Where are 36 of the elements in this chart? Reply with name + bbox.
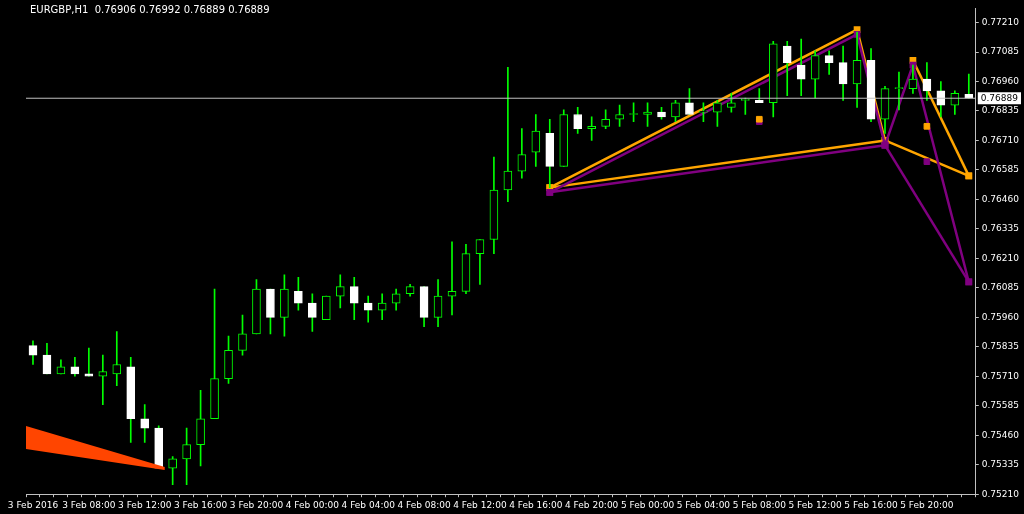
y-tick-label: 0.75460 [981, 429, 1020, 440]
y-tick-label: 0.75210 [981, 488, 1020, 499]
x-tick-label: 3 Feb 2016 [7, 499, 59, 510]
x-tick-label: 4 Feb 20:00 [565, 499, 619, 510]
y-tick-label: 0.76085 [981, 282, 1019, 293]
y-tick-label: 0.77085 [981, 46, 1019, 57]
x-tick-label: 4 Feb 00:00 [285, 499, 340, 510]
x-tick-label: 5 Feb 20:00 [900, 499, 954, 510]
y-tick-label: 0.76710 [981, 134, 1020, 145]
y-tick-label: 0.75960 [981, 311, 1020, 322]
y-tick-label: 0.76460 [981, 193, 1020, 204]
x-tick-label: 3 Feb 16:00 [173, 499, 228, 510]
y-tick-label: 0.75585 [981, 400, 1019, 411]
x-tick-label: 4 Feb 08:00 [397, 499, 451, 510]
y-tick-label: 0.76210 [981, 252, 1020, 263]
x-tick-label: 3 Feb 08:00 [62, 499, 116, 510]
x-tick-label: 5 Feb 16:00 [844, 499, 898, 510]
chart-title: EURGBP,H1 0.76906 0.76992 0.76889 0.76889 [30, 4, 270, 15]
x-tick-label: 3 Feb 20:00 [229, 499, 284, 510]
x-tick-label: 3 Feb 12:00 [118, 499, 172, 510]
x-tick-label: 5 Feb 08:00 [732, 499, 787, 510]
y-tick-label: 0.77210 [981, 16, 1020, 27]
x-tick-label: 4 Feb 16:00 [509, 499, 563, 510]
y-tick-label: 0.76585 [981, 164, 1019, 175]
ref-line-label: 0.76889 [980, 92, 1019, 103]
y-tick-label: 0.76335 [981, 223, 1019, 234]
x-tick-label: 5 Feb 04:00 [676, 499, 731, 510]
y-tick-label: 0.75335 [981, 459, 1019, 470]
y-tick-label: 0.75835 [981, 341, 1019, 352]
y-tick-label: 0.76960 [981, 75, 1020, 86]
x-tick-label: 4 Feb 12:00 [453, 499, 507, 510]
x-tick-label: 5 Feb 12:00 [788, 499, 843, 510]
x-tick-label: 5 Feb 00:00 [620, 499, 675, 510]
y-tick-label: 0.76835 [981, 105, 1019, 116]
x-tick-label: 4 Feb 04:00 [341, 499, 396, 510]
y-tick-label: 0.75710 [981, 370, 1020, 381]
